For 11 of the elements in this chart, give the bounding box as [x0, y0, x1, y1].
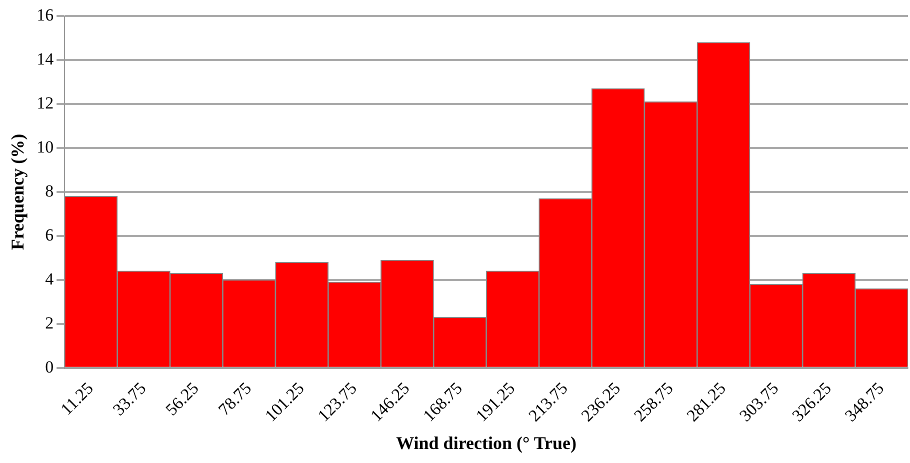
y-tick-label: 8 — [45, 181, 54, 200]
y-tick-label: 14 — [36, 49, 54, 68]
y-tick-label: 0 — [45, 357, 54, 376]
y-tick-label: 12 — [36, 93, 54, 112]
y-axis-title: Frequency (%) — [7, 134, 28, 250]
y-tick-label: 4 — [45, 269, 54, 288]
y-tick-label: 10 — [36, 137, 54, 156]
x-axis-title: Wind direction (° True) — [396, 432, 576, 453]
y-tick-label: 16 — [36, 5, 54, 24]
y-tick-label: 2 — [45, 313, 54, 332]
y-tick-label: 6 — [45, 225, 54, 244]
